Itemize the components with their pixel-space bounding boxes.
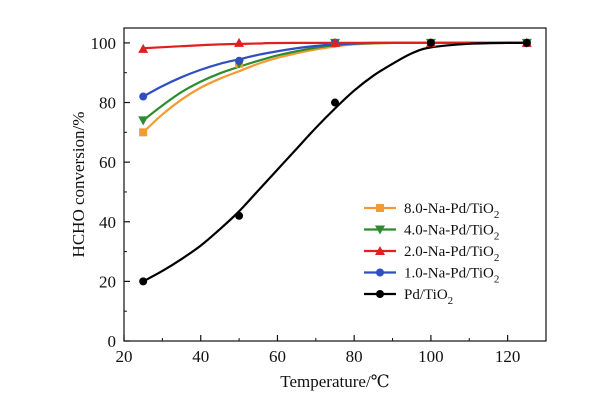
legend-label-subscript: 2 [494, 252, 500, 264]
y-tick-label: 40 [99, 213, 116, 232]
legend-label: 2.0-Na-Pd/TiO2 [404, 244, 499, 264]
x-tick-label: 120 [495, 347, 521, 366]
legend-entry-2: 2.0-Na-Pd/TiO2 [364, 244, 499, 264]
x-tick-label: 20 [116, 347, 133, 366]
legend-label-text: 1.0-Na-Pd/TiO [404, 266, 494, 282]
y-tick-label: 60 [99, 153, 116, 172]
legend-entry-0: 8.0-Na-Pd/TiO2 [364, 201, 499, 221]
series-3-point [235, 56, 244, 65]
legend-marker [375, 225, 385, 235]
x-tick-label: 100 [418, 347, 444, 366]
y-tick-label: 20 [99, 272, 116, 291]
legend-label-text: 8.0-Na-Pd/TiO [404, 201, 494, 217]
x-tick-label: 60 [269, 347, 286, 366]
legend-label-text: 4.0-Na-Pd/TiO [404, 223, 494, 239]
legend-label: Pd/TiO2 [404, 287, 453, 307]
legend-label: 8.0-Na-Pd/TiO2 [404, 201, 499, 221]
series-4-point [522, 38, 531, 47]
legend-label: 1.0-Na-Pd/TiO2 [404, 266, 499, 286]
legend-marker [375, 246, 385, 255]
series-2-point [330, 37, 340, 47]
series-0-line [142, 41, 527, 134]
legend-label-subscript: 2 [494, 274, 500, 286]
legend-entry-1: 4.0-Na-Pd/TiO2 [364, 223, 499, 243]
series-4-point [235, 211, 244, 220]
legend-label-text: Pd/TiO [404, 287, 448, 303]
series-2-point [138, 43, 149, 53]
series-2-point [234, 37, 245, 47]
legend-label-subscript: 2 [494, 209, 500, 221]
legend-label: 4.0-Na-Pd/TiO2 [404, 223, 499, 243]
legend-label-text: 2.0-Na-Pd/TiO [404, 244, 494, 260]
plot-area-frame [123, 27, 547, 342]
x-tick-label: 80 [346, 347, 363, 366]
series-1-point [138, 116, 149, 126]
series-4-point [331, 98, 339, 107]
series-0-point [139, 128, 148, 137]
legend-marker [376, 268, 384, 277]
series-2-line [143, 41, 527, 50]
series-4-point [139, 277, 148, 286]
x-tick-label: 40 [192, 347, 209, 366]
legend-label-subscript: 2 [448, 295, 454, 307]
legend-entry-3: 1.0-Na-Pd/TiO2 [364, 266, 499, 286]
y-tick-label: 100 [91, 34, 117, 53]
series-3-point [139, 92, 148, 101]
series-4-point [426, 38, 435, 47]
legend-label-subscript: 2 [494, 231, 500, 243]
y-tick-label: 80 [99, 94, 116, 113]
legend-marker [376, 290, 384, 298]
x-axis-label: Temperature/℃ [280, 372, 389, 391]
y-axis-label: HCHO conversion/% [69, 112, 88, 258]
y-tick-label: 0 [108, 332, 117, 351]
legend-marker [376, 204, 384, 212]
legend-entry-4: Pd/TiO2 [364, 287, 453, 307]
